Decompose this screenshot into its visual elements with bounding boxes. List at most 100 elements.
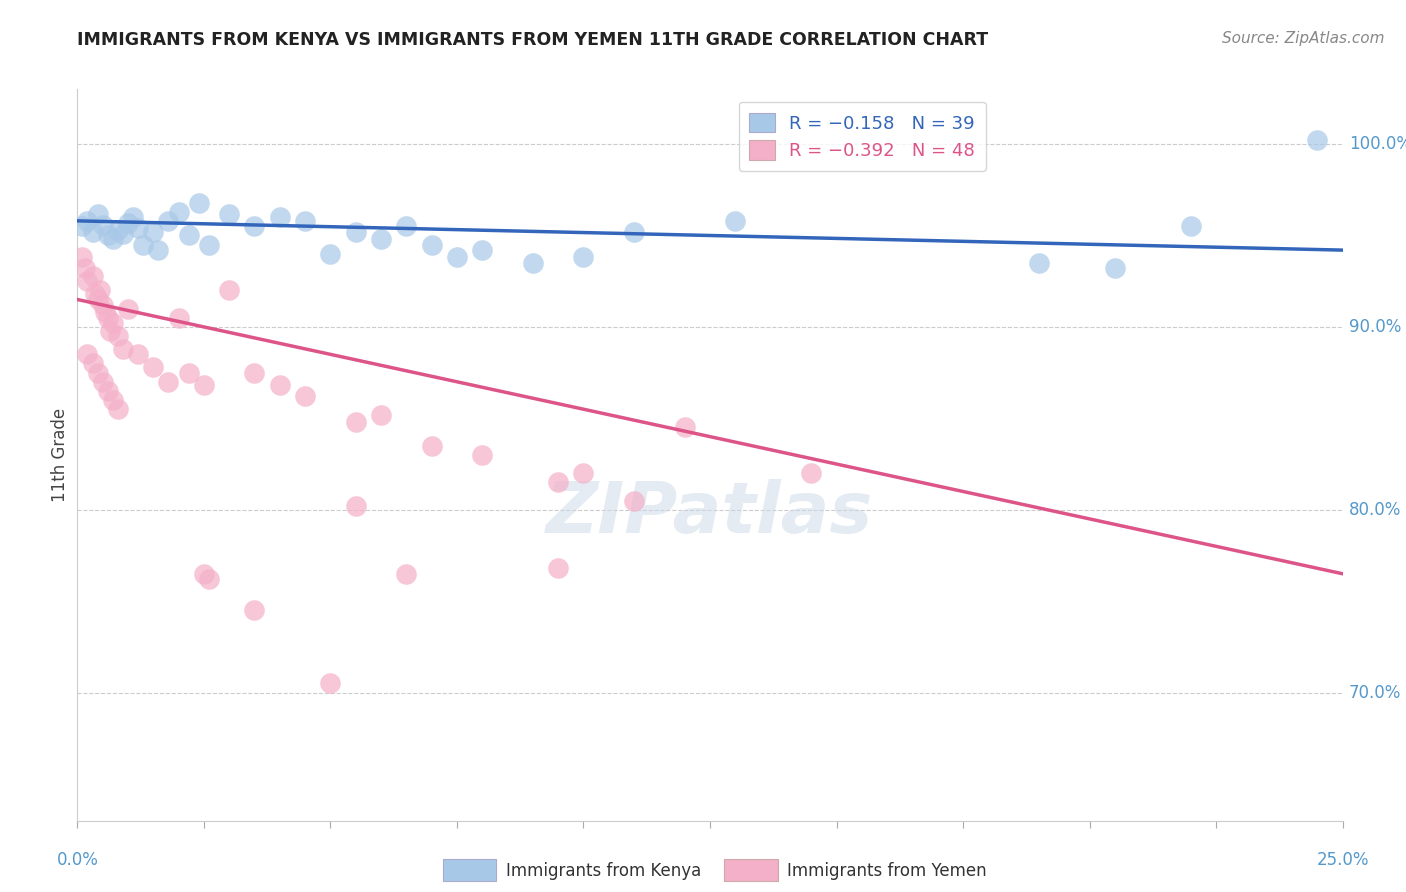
Point: [101, 316, 124, 330]
Point: [127, 347, 149, 361]
Point: [98, 324, 121, 338]
Point: [1104, 261, 1126, 276]
Point: [319, 247, 342, 261]
Point: [167, 310, 190, 325]
Point: [97, 228, 120, 243]
Point: [86, 206, 108, 220]
Point: [243, 366, 266, 380]
Point: [187, 195, 209, 210]
Legend: R = −0.158   N = 39, R = −0.392   N = 48: R = −0.158 N = 39, R = −0.392 N = 48: [738, 102, 986, 170]
Point: [127, 221, 149, 235]
Point: [522, 256, 544, 270]
Point: [1028, 256, 1050, 270]
Point: [800, 467, 823, 481]
Point: [117, 216, 139, 230]
Point: [198, 237, 221, 252]
Text: IMMIGRANTS FROM KENYA VS IMMIGRANTS FROM YEMEN 11TH GRADE CORRELATION CHART: IMMIGRANTS FROM KENYA VS IMMIGRANTS FROM…: [77, 31, 988, 49]
Text: 0.0%: 0.0%: [56, 851, 98, 869]
Point: [97, 310, 120, 325]
Point: [84, 287, 107, 301]
Point: [673, 420, 696, 434]
Point: [471, 448, 494, 462]
Text: Immigrants from Yemen: Immigrants from Yemen: [787, 862, 987, 880]
Point: [86, 366, 108, 380]
Point: [193, 378, 215, 392]
Point: [724, 214, 747, 228]
Point: [157, 214, 180, 228]
Point: [157, 375, 180, 389]
Point: [269, 378, 291, 392]
Point: [623, 225, 645, 239]
Point: [107, 402, 129, 417]
Point: [1180, 219, 1202, 234]
Point: [572, 251, 595, 265]
Point: [243, 219, 266, 234]
Text: 25.0%: 25.0%: [1316, 851, 1369, 869]
Point: [97, 384, 120, 398]
Point: [269, 211, 291, 225]
Point: [82, 225, 104, 239]
Point: [82, 268, 104, 283]
Text: ZIPatlas: ZIPatlas: [547, 479, 873, 548]
Point: [294, 214, 316, 228]
Point: [86, 293, 108, 307]
Point: [111, 227, 134, 241]
Point: [72, 219, 94, 234]
Point: [76, 347, 98, 361]
Text: 100.0%: 100.0%: [1348, 135, 1406, 153]
Point: [243, 603, 266, 617]
Point: [370, 232, 392, 246]
Point: [395, 219, 418, 234]
Point: [107, 223, 129, 237]
Text: 90.0%: 90.0%: [1348, 318, 1402, 336]
Point: [198, 572, 221, 586]
Point: [395, 566, 418, 581]
Point: [117, 301, 139, 316]
Point: [107, 329, 129, 343]
Point: [344, 225, 367, 239]
Point: [547, 561, 569, 575]
Point: [94, 305, 117, 319]
Point: [142, 225, 165, 239]
Point: [572, 467, 595, 481]
Point: [218, 284, 240, 298]
Point: [420, 237, 443, 252]
Point: [370, 408, 392, 422]
Point: [122, 211, 145, 225]
Text: Immigrants from Kenya: Immigrants from Kenya: [506, 862, 702, 880]
Point: [177, 366, 200, 380]
Point: [91, 218, 114, 232]
Point: [142, 360, 165, 375]
Y-axis label: 11th Grade: 11th Grade: [51, 408, 69, 502]
Point: [218, 206, 240, 220]
Point: [76, 274, 98, 288]
Text: Source: ZipAtlas.com: Source: ZipAtlas.com: [1222, 31, 1385, 46]
Text: 80.0%: 80.0%: [1348, 500, 1402, 519]
Point: [91, 375, 114, 389]
Point: [193, 566, 215, 581]
Point: [148, 243, 170, 257]
Point: [344, 415, 367, 429]
Point: [319, 676, 342, 690]
Point: [446, 251, 468, 265]
Point: [294, 389, 316, 403]
Point: [167, 204, 190, 219]
Point: [547, 475, 569, 490]
Point: [101, 393, 124, 408]
Point: [89, 284, 111, 298]
Point: [344, 499, 367, 513]
Point: [82, 357, 104, 371]
Point: [420, 439, 443, 453]
Point: [471, 243, 494, 257]
Text: 70.0%: 70.0%: [1348, 683, 1402, 702]
Point: [91, 298, 114, 312]
Point: [76, 214, 98, 228]
Point: [101, 232, 124, 246]
Point: [111, 342, 134, 356]
Point: [623, 493, 645, 508]
Point: [1306, 133, 1329, 147]
Point: [132, 237, 155, 252]
Point: [177, 228, 200, 243]
Point: [72, 251, 94, 265]
Point: [73, 261, 96, 276]
